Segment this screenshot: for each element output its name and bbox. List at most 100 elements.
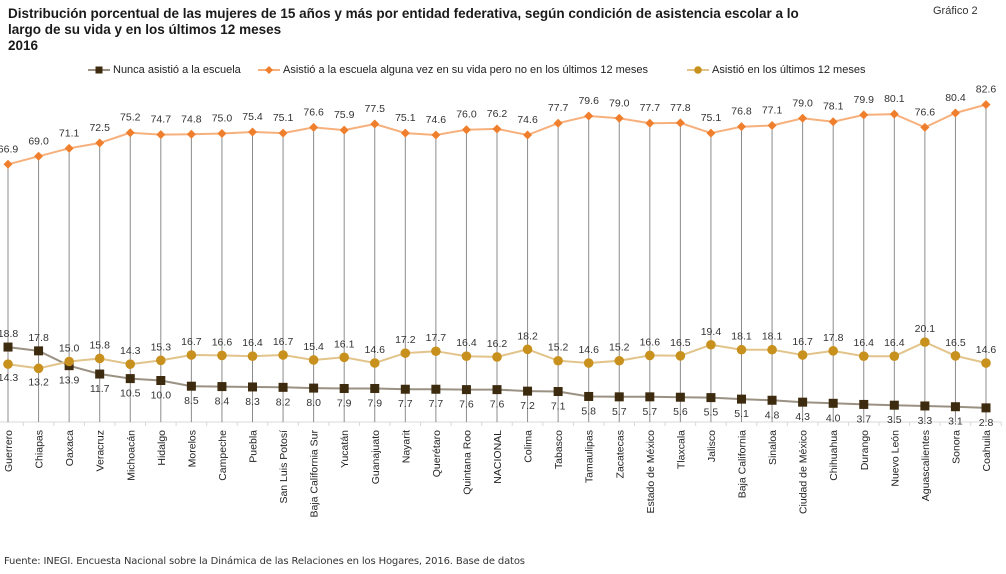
data-point-square (859, 399, 869, 409)
category-label: Tlaxcala (675, 430, 687, 469)
chart-title-year: 2016 (8, 38, 39, 53)
data-point-square (553, 387, 563, 397)
data-point-diamond (706, 128, 716, 138)
data-label-alguna-vez: 77.7 (640, 102, 661, 114)
data-point-square (523, 386, 533, 396)
category-label: Coahuila (981, 430, 993, 472)
data-label-ultimos-12: 16.5 (945, 337, 966, 349)
data-label-alguna-vez: 82.6 (976, 84, 997, 96)
category-label: Morelos (186, 430, 198, 467)
data-label-nunca: 10.5 (120, 388, 141, 400)
data-label-ultimos-12: 16.4 (854, 337, 875, 349)
data-label-alguna-vez: 79.6 (578, 95, 599, 107)
category-label: Querétaro (431, 430, 443, 477)
data-point-square (675, 392, 685, 402)
data-point-circle (278, 350, 288, 360)
data-point-circle (981, 358, 991, 368)
data-point-diamond (675, 118, 685, 128)
data-point-diamond (278, 128, 288, 138)
data-label-ultimos-12: 16.7 (181, 336, 202, 348)
data-label-nunca: 7.9 (367, 397, 382, 409)
data-label-nunca: 7.7 (398, 398, 413, 410)
data-label-ultimos-12: 18.1 (762, 331, 783, 343)
data-label-ultimos-12: 16.7 (273, 336, 294, 348)
data-point-square (461, 385, 471, 395)
data-point-square (278, 382, 288, 392)
data-label-alguna-vez: 80.1 (884, 93, 905, 105)
data-label-ultimos-12: 17.7 (426, 332, 447, 344)
data-point-diamond (461, 125, 471, 135)
data-point-circle (64, 356, 74, 367)
category-label: Oaxaca (64, 430, 76, 466)
legend-swatch-circle-icon (687, 66, 709, 74)
data-point-circle (94, 353, 105, 364)
legend-label: Asistió en los últimos 12 meses (712, 64, 866, 76)
data-point-circle (125, 359, 136, 369)
data-label-nunca: 5.5 (704, 407, 719, 419)
data-label-ultimos-12: 14.6 (578, 344, 599, 356)
data-label-ultimos-12: 16.5 (670, 337, 691, 349)
data-point-diamond (950, 108, 960, 118)
data-label-ultimos-12: 14.3 (120, 345, 141, 357)
data-label-ultimos-12: 16.4 (884, 337, 905, 349)
data-label-alguna-vez: 75.1 (701, 112, 722, 124)
source-note: Fuente: INEGI. Encuesta Nacional sobre l… (4, 556, 525, 567)
data-label-nunca: 11.7 (90, 383, 110, 395)
data-point-circle (33, 363, 44, 374)
data-label-ultimos-12: 13.2 (28, 376, 49, 388)
data-label-ultimos-12: 16.1 (334, 338, 355, 350)
data-label-alguna-vez: 75.4 (242, 111, 263, 123)
data-point-square (645, 392, 655, 402)
data-point-square (125, 374, 135, 384)
data-label-nunca: 3.1 (948, 416, 963, 428)
x-axis (0, 421, 1002, 426)
data-label-nunca: 3.3 (918, 415, 933, 427)
category-label: Campeche (217, 430, 229, 481)
data-label-nunca: 13.9 (59, 375, 80, 387)
data-label-nunca: 7.7 (429, 398, 444, 410)
data-label-ultimos-12: 16.4 (456, 337, 477, 349)
data-point-circle (186, 350, 197, 360)
drop-lines (7, 104, 987, 422)
category-label: Guanajuato (370, 430, 382, 484)
category-label: Chihuahua (828, 430, 840, 481)
data-point-diamond (737, 122, 746, 132)
data-label-nunca: 7.1 (551, 401, 566, 413)
data-label-ultimos-12: 14.6 (365, 344, 386, 356)
data-point-circle (492, 352, 502, 362)
data-label-alguna-vez: 79.0 (792, 97, 813, 109)
chart-title-line-1: Distribución porcentual de las mujeres d… (8, 6, 799, 21)
chart-legend: Nunca asistió a la escuela Asistió a la … (0, 64, 1006, 80)
data-label-nunca: 5.7 (643, 406, 658, 418)
category-label: Hidalgo (156, 430, 168, 466)
data-point-square (309, 383, 319, 393)
category-label: Veracruz (95, 430, 107, 471)
data-point-square (3, 342, 13, 352)
data-point-diamond (645, 118, 655, 128)
data-point-circle (553, 355, 563, 366)
category-label: Yucatán (339, 430, 351, 468)
data-point-diamond (248, 127, 257, 137)
data-point-square (950, 402, 960, 412)
data-label-ultimos-12: 14.3 (0, 372, 18, 384)
data-point-square (248, 382, 257, 392)
data-label-ultimos-12: 14.6 (976, 344, 997, 356)
data-label-nunca: 2.8 (979, 417, 994, 429)
data-point-square (156, 376, 166, 385)
data-point-diamond (523, 130, 533, 140)
data-point-circle (797, 350, 808, 360)
data-point-circle (400, 348, 411, 358)
data-label-ultimos-12: 15.3 (151, 341, 172, 353)
data-label-nunca: 7.9 (337, 397, 352, 409)
data-label-alguna-vez: 77.1 (762, 105, 783, 117)
category-label: Jalisco (706, 430, 718, 462)
data-label-ultimos-12: 16.7 (792, 336, 813, 348)
data-point-square (706, 393, 716, 403)
data-label-alguna-vez: 75.9 (334, 109, 355, 121)
data-label-alguna-vez: 77.8 (670, 102, 691, 114)
chart-title-line-2: largo de su vida y en los últimos 12 mes… (8, 22, 282, 37)
data-label-nunca: 5.7 (612, 406, 627, 418)
data-point-diamond (309, 122, 319, 132)
data-label-ultimos-12: 17.2 (395, 334, 416, 346)
data-point-square (400, 384, 410, 394)
